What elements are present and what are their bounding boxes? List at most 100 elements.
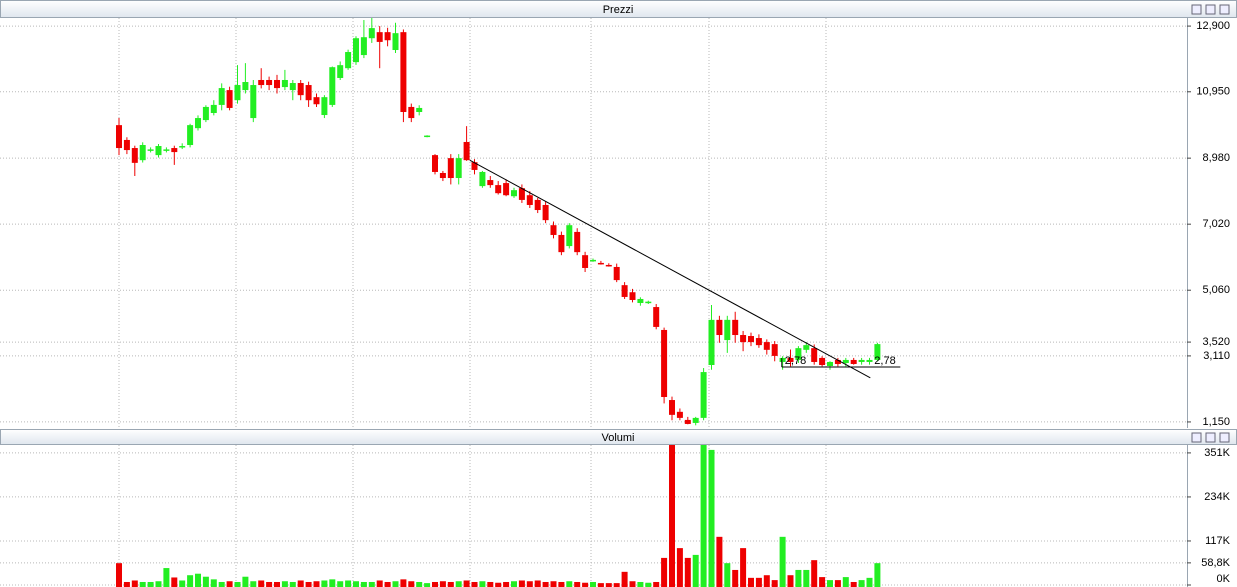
- maximize-button[interactable]: [1205, 4, 1216, 15]
- volume-bar: [755, 577, 762, 587]
- volume-bar: [432, 581, 438, 587]
- volume-bar: [266, 581, 273, 587]
- minimize-button[interactable]: [1191, 4, 1202, 15]
- volume-bar: [748, 577, 754, 587]
- candle-body: [147, 149, 154, 151]
- volume-bar: [416, 581, 423, 587]
- vertical-grid: [118, 18, 827, 587]
- volume-bar: [210, 579, 217, 587]
- volume-bar: [550, 581, 557, 587]
- volume-bar: [582, 582, 589, 587]
- candle-body: [384, 32, 391, 41]
- y-tick-label: 0K: [1217, 573, 1231, 585]
- volume-bar: [842, 577, 849, 587]
- volume-bar: [795, 569, 802, 587]
- candle-body: [732, 319, 739, 336]
- volume-bar: [353, 581, 359, 587]
- volume-bar: [479, 581, 486, 587]
- candle-body: [479, 171, 486, 187]
- volume-bar: [605, 583, 612, 587]
- candle-body: [850, 359, 857, 364]
- candle-body: [827, 361, 833, 367]
- maximize-button[interactable]: [1205, 432, 1216, 443]
- candle-body: [266, 79, 273, 86]
- candle-body: [605, 264, 612, 267]
- volume-bar: [123, 581, 130, 587]
- candle-body: [274, 79, 280, 89]
- volume-bar: [716, 536, 723, 587]
- volume-bar: [408, 581, 415, 587]
- candle-body: [439, 172, 446, 179]
- volume-bar: [692, 554, 699, 587]
- candle-body: [226, 90, 233, 108]
- volume-bar: [518, 580, 525, 587]
- volume-bar: [534, 580, 541, 587]
- candle-body: [424, 135, 431, 138]
- volume-bar: [819, 577, 826, 587]
- volume-bar: [274, 581, 280, 587]
- volume-bar: [424, 583, 431, 587]
- volume-bar: [558, 581, 565, 587]
- volume-bar: [834, 580, 841, 587]
- candle-body: [669, 400, 675, 415]
- volume-bar: [597, 583, 604, 587]
- minimize-button[interactable]: [1191, 432, 1202, 443]
- candle-body: [653, 307, 660, 327]
- volume-bar: [763, 575, 770, 587]
- volume-bar: [179, 580, 186, 587]
- volume-bar: [289, 581, 296, 587]
- candle-body: [511, 190, 517, 197]
- candle-body: [368, 28, 375, 39]
- candle-body: [526, 195, 533, 205]
- candle-body: [811, 348, 818, 362]
- candle-body: [724, 319, 731, 341]
- volume-bar: [116, 563, 122, 587]
- volume-bar: [542, 581, 549, 587]
- candle-body: [139, 145, 146, 161]
- close-button[interactable]: [1219, 432, 1230, 443]
- volume-bar: [147, 581, 154, 587]
- candle-body: [834, 359, 841, 364]
- candle-body: [542, 204, 549, 221]
- volume-bar: [131, 580, 138, 587]
- candle-body: [684, 419, 691, 424]
- candle-body: [116, 125, 122, 149]
- candle-body: [676, 411, 683, 418]
- y-tick-label: 234K: [1204, 491, 1230, 503]
- y-tick-label: 3,520: [1202, 336, 1230, 348]
- volume-bar: [455, 581, 462, 587]
- candle-body: [621, 285, 628, 297]
- volume-bar: [250, 581, 257, 587]
- volume-bar: [400, 579, 407, 587]
- candle-body: [708, 319, 715, 366]
- volume-bar: [337, 581, 344, 587]
- candle-body: [179, 146, 186, 148]
- y-tick-label: 3,110: [1203, 350, 1230, 362]
- candle-body: [234, 85, 241, 101]
- close-button[interactable]: [1219, 4, 1230, 15]
- candle-body: [858, 359, 865, 362]
- window-buttons-top[interactable]: [1191, 4, 1230, 15]
- candle-body: [202, 106, 209, 121]
- candle-body: [755, 338, 762, 346]
- volume-bar: [218, 581, 225, 587]
- volume-bar: [329, 579, 336, 587]
- volume-bar: [305, 581, 312, 587]
- candle-body: [763, 342, 770, 350]
- candle-body: [463, 141, 470, 161]
- candle-body: [819, 357, 826, 366]
- volume-bar: [669, 445, 675, 587]
- candle-body: [661, 329, 668, 398]
- volume-bar: [787, 575, 794, 587]
- volume-bar: [740, 548, 747, 587]
- candle-body: [321, 97, 328, 116]
- window-buttons-bottom[interactable]: [1191, 432, 1230, 443]
- volume-bar: [629, 581, 636, 587]
- volume-bar: [676, 548, 683, 587]
- candle-body: [455, 158, 462, 179]
- candle-body: [123, 139, 130, 151]
- candle-body: [376, 32, 383, 42]
- volume-bar: [661, 557, 668, 587]
- candle-body: [803, 345, 810, 350]
